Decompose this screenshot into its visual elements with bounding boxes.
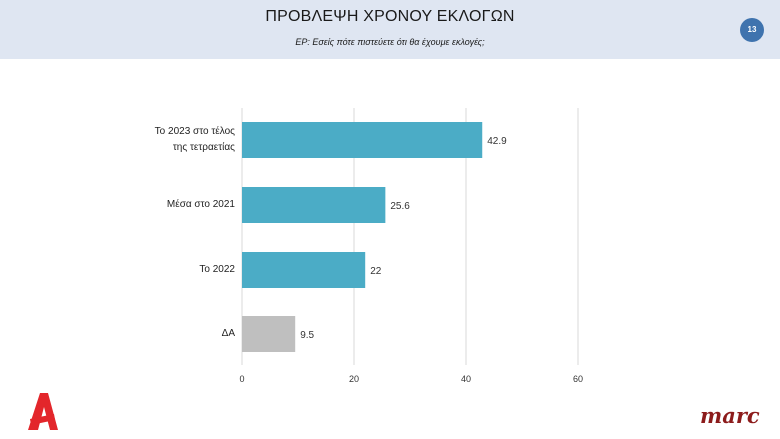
x-tick-label: 40 xyxy=(461,374,471,384)
category-label: ΔΑ xyxy=(0,326,235,342)
bar-value-label: 22 xyxy=(370,266,382,277)
header-bar: ΠΡΟΒΛΕΨΗ ΧΡΟΝΟΥ ΕΚΛΟΓΩΝ ΕΡ: Εσείς πότε π… xyxy=(0,0,780,59)
x-tick-label: 60 xyxy=(573,374,583,384)
bar xyxy=(242,187,386,223)
category-label-line: ΔΑ xyxy=(221,328,235,339)
alpha-logo-icon xyxy=(28,393,58,430)
x-tick-label: 0 xyxy=(239,374,244,384)
category-label-line: της τετραετίας xyxy=(172,142,235,153)
bar-value-label: 9.5 xyxy=(300,330,314,341)
marc-logo: marc xyxy=(700,403,760,428)
category-label-line: Το 2022 xyxy=(199,264,235,275)
question-subtitle: ΕΡ: Εσείς πότε πιστεύετε ότι θα έχουμε ε… xyxy=(295,37,485,47)
category-label: Το 2023 στο τέλος της τετραετίας xyxy=(0,124,235,156)
bar xyxy=(242,122,483,158)
category-label: Μέσα στο 2021 xyxy=(0,197,235,213)
page-title: ΠΡΟΒΛΕΨΗ ΧΡΟΝΟΥ ΕΚΛΟΓΩΝ xyxy=(265,8,515,25)
page-number-badge: 13 xyxy=(740,18,764,42)
bar-value-label: 42.9 xyxy=(487,136,507,147)
bar xyxy=(242,252,366,288)
bar xyxy=(242,316,296,352)
category-label: Το 2022 xyxy=(0,262,235,278)
category-label-line: Το 2023 στο τέλος xyxy=(154,126,235,137)
x-tick-label: 20 xyxy=(349,374,359,384)
bar-value-label: 25.6 xyxy=(390,201,410,212)
category-label-line: Μέσα στο 2021 xyxy=(166,199,235,210)
